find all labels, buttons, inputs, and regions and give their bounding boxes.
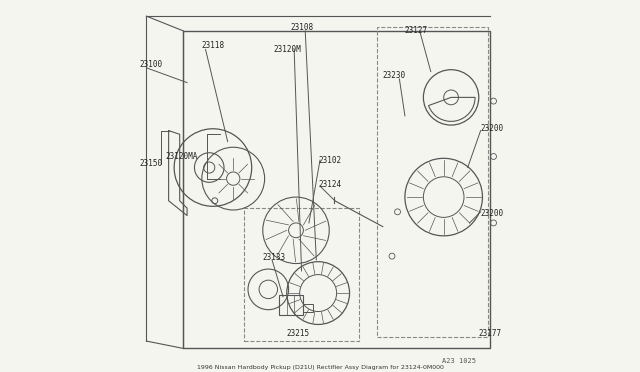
Bar [303,304,312,311]
Bar [244,208,359,341]
Bar [280,295,303,315]
Text: 23120M: 23120M [274,45,301,54]
Bar [377,27,488,337]
Text: 23118: 23118 [202,41,225,50]
Text: 23177: 23177 [479,329,502,338]
Text: 23215: 23215 [286,329,309,338]
Text: A23 1025: A23 1025 [442,358,476,365]
Text: 23200: 23200 [481,209,504,218]
Text: 23127: 23127 [405,26,428,35]
Text: 23133: 23133 [263,253,286,263]
Text: 23100: 23100 [139,60,162,69]
Text: 23200: 23200 [481,124,504,133]
Text: 23230: 23230 [383,71,406,80]
Bar [184,31,490,349]
Text: 23102: 23102 [318,155,341,165]
Text: 23150: 23150 [139,159,162,169]
Text: 1996 Nissan Hardbody Pickup (D21U) Rectifier Assy Diagram for 23124-0M000: 1996 Nissan Hardbody Pickup (D21U) Recti… [196,365,444,370]
Text: 23124: 23124 [318,180,341,189]
Text: 23108: 23108 [291,23,314,32]
Text: 23120MA: 23120MA [166,152,198,161]
